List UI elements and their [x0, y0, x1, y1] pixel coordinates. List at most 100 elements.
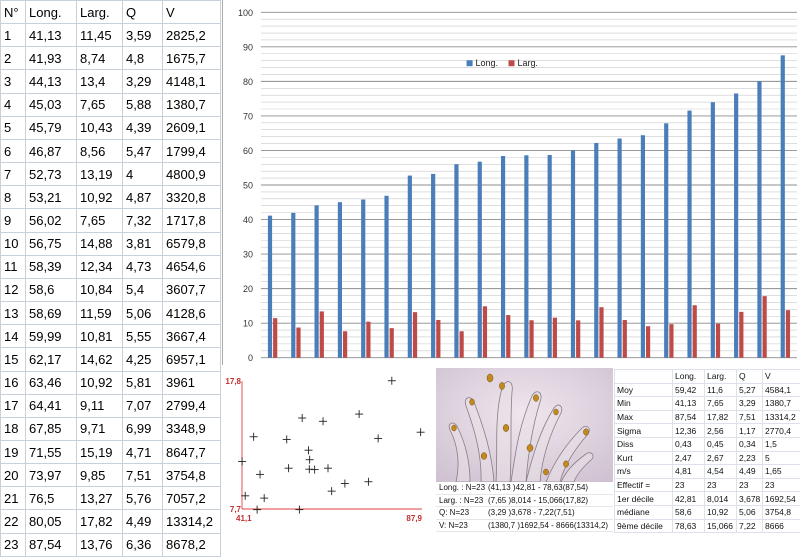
table-cell: 3667,4 — [163, 325, 221, 348]
bar-larg — [646, 326, 650, 357]
scatter-point — [374, 434, 382, 442]
table-cell: 8,56 — [77, 139, 123, 162]
stats-cell: 8,014 — [705, 492, 737, 506]
table-cell: 19 — [1, 440, 26, 463]
stats-cell: 23 — [763, 478, 800, 492]
table-cell: 1675,7 — [163, 47, 221, 70]
table-cell: 73,97 — [26, 464, 77, 487]
stats-cell: 23 — [737, 478, 763, 492]
stats-cell: 4584,1 — [763, 383, 800, 397]
legend: Long.Larg. — [467, 58, 538, 68]
table-cell: 2799,4 — [163, 394, 221, 417]
table-cell: 17,82 — [77, 510, 123, 533]
table-cell: 8678,2 — [163, 533, 221, 556]
bar-larg — [599, 307, 603, 357]
bar-larg — [343, 331, 347, 357]
bar-long — [408, 176, 412, 358]
y-tick-label: 20 — [243, 284, 253, 294]
table-cell: 41,93 — [26, 47, 77, 70]
table-cell: 14,88 — [77, 232, 123, 255]
bar-long — [361, 200, 365, 358]
table-cell: 7,65 — [77, 209, 123, 232]
scatter-point — [355, 410, 363, 418]
table-cell: 3320,8 — [163, 186, 221, 209]
bar-long — [687, 111, 691, 358]
table-cell: 7 — [1, 163, 26, 186]
table-cell: 5,47 — [123, 139, 163, 162]
table-cell: 4,71 — [123, 440, 163, 463]
bar-larg — [693, 305, 697, 357]
bar-long — [501, 156, 505, 358]
table-cell: 56,02 — [26, 209, 77, 232]
stats-cell: 7,22 — [737, 519, 763, 533]
table-cell: 22 — [1, 510, 26, 533]
stats-cell: 0,45 — [705, 437, 737, 451]
table-cell: 41,13 — [26, 24, 77, 47]
stats-cell: 8666 — [763, 519, 800, 533]
scatter-point — [283, 435, 291, 443]
bar-long — [478, 162, 482, 358]
y-tick-label: 10 — [243, 319, 253, 329]
table-cell: 58,6 — [26, 278, 77, 301]
table-cell: 67,85 — [26, 417, 77, 440]
y-tick-label: 30 — [243, 250, 253, 260]
stats-cell: 2,23 — [737, 451, 763, 465]
bar-long — [594, 143, 598, 358]
bar-larg — [529, 320, 533, 357]
table-cell: 5,55 — [123, 325, 163, 348]
bar-long — [268, 216, 272, 358]
range-row: Long. : N=23(41,13 )42,81 - 78,63(87,54) — [436, 482, 613, 495]
bar-larg — [786, 310, 790, 358]
bar-larg — [390, 328, 394, 358]
table-cell: 15,19 — [77, 440, 123, 463]
stats-cell: 15,066 — [705, 519, 737, 533]
bar-larg — [460, 331, 464, 357]
stats-cell: 3,678 — [737, 492, 763, 506]
table-cell: 4654,6 — [163, 255, 221, 278]
table-cell: 3,81 — [123, 232, 163, 255]
ranges-panel: Long. : N=23(41,13 )42,81 - 78,63(87,54)… — [436, 482, 613, 533]
bar-larg — [436, 320, 440, 358]
stats-cell: V — [763, 370, 800, 384]
table-cell: Q — [123, 1, 163, 24]
table-cell: 1717,8 — [163, 209, 221, 232]
table-cell: 45,79 — [26, 116, 77, 139]
table-cell: 11,59 — [77, 302, 123, 325]
stats-cell: 1er décile — [615, 492, 673, 506]
stats-cell: médiane — [615, 505, 673, 519]
stats-cell: 78,63 — [673, 519, 705, 533]
scatter-point — [295, 506, 303, 514]
table-cell: 10,92 — [77, 186, 123, 209]
stats-cell: 2,67 — [705, 451, 737, 465]
table-cell: 10 — [1, 232, 26, 255]
stats-cell: 1,65 — [763, 465, 800, 479]
stats-cell: 10,92 — [705, 505, 737, 519]
bar-long — [384, 196, 388, 358]
range-key: Long. : N=23 — [436, 483, 488, 492]
bar-larg — [739, 312, 743, 358]
table-cell: 1 — [1, 24, 26, 47]
scatter-point — [341, 480, 349, 488]
stats-cell: Kurt — [615, 451, 673, 465]
table-cell: 62,17 — [26, 348, 77, 371]
legend-swatch — [509, 60, 515, 66]
range-key: Larg. : N=23 — [436, 496, 488, 505]
table-cell: 6,99 — [123, 417, 163, 440]
table-cell: 13,76 — [77, 533, 123, 556]
stats-cell: 4,54 — [705, 465, 737, 479]
table-cell: 3,29 — [123, 70, 163, 93]
table-cell: 1380,7 — [163, 93, 221, 116]
table-cell: 16 — [1, 371, 26, 394]
scatter-point — [238, 457, 246, 465]
stats-cell: 7,51 — [737, 410, 763, 424]
